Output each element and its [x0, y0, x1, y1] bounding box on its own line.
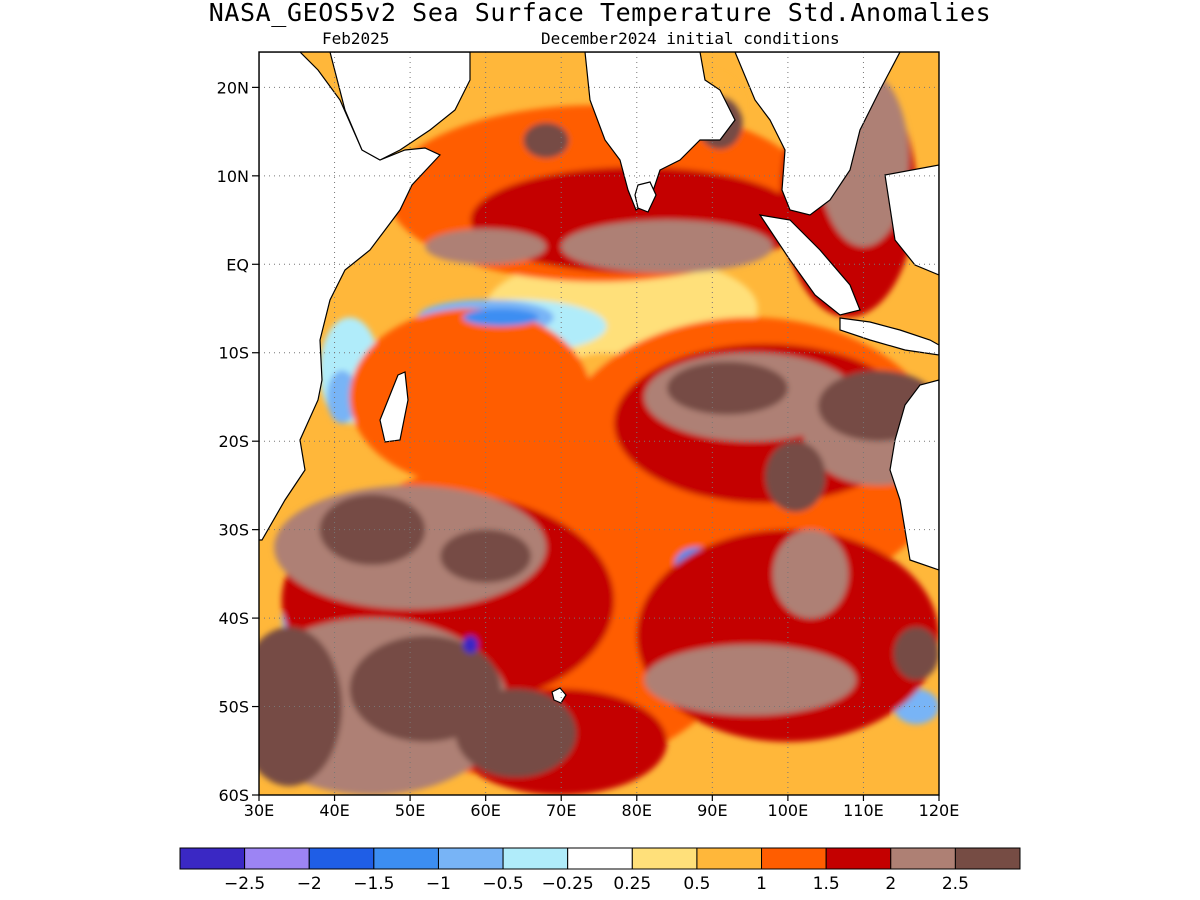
- colorbar-label: −2: [297, 874, 322, 894]
- colorbar-swatch: [631, 847, 698, 870]
- lat-tick-label: 50S: [218, 698, 249, 717]
- java-land: [839, 317, 939, 356]
- borneo-land: [884, 164, 939, 276]
- gridlines: [259, 52, 939, 795]
- anomaly-region: [455, 688, 577, 778]
- map-frame: [258, 51, 940, 796]
- colorbar-label: 0.5: [683, 874, 710, 894]
- latitude-axis: 20N 10N EQ 10S 20S 30S 40S 50S 60S: [217, 78, 259, 805]
- indochina-land: [734, 52, 901, 216]
- colorbar-label: −1.5: [353, 874, 394, 894]
- colorbar-label: 1.5: [813, 874, 840, 894]
- colorbar-swatch: [437, 847, 504, 870]
- landmass: [259, 52, 939, 704]
- lon-tick-label: 30E: [244, 801, 274, 820]
- colorbar-label: 2.5: [942, 874, 969, 894]
- australia-land: [889, 379, 939, 571]
- lat-tick-label: 20N: [217, 78, 249, 97]
- colorbar-label: 1: [756, 874, 767, 894]
- colorbar-label: −2.5: [224, 874, 265, 894]
- colorbar-label: −0.5: [482, 874, 523, 894]
- colorbar-swatch: [890, 847, 956, 870]
- lat-tick-label: 10S: [218, 344, 249, 363]
- anomaly-region: [425, 228, 547, 265]
- anomaly-region: [259, 626, 343, 787]
- anomaly-region: [765, 441, 826, 512]
- sri-lanka-land: [634, 181, 657, 213]
- sumatra-land: [758, 214, 861, 316]
- lon-tick-label: 110E: [843, 801, 884, 820]
- lon-tick-label: 70E: [546, 801, 576, 820]
- lat-tick-label: 40S: [218, 609, 249, 628]
- anomaly-region: [440, 529, 531, 583]
- anomaly-region: [463, 308, 539, 327]
- colorbar-swatch: [696, 847, 763, 870]
- lon-tick-label: 80E: [622, 801, 652, 820]
- arabia-land: [329, 52, 471, 161]
- colorbar-swatch: [244, 847, 310, 870]
- colorbar-swatch: [373, 847, 439, 870]
- colorbar-swatch: [761, 847, 827, 870]
- valid-month-label: Feb2025: [322, 29, 390, 48]
- anomaly-region: [561, 220, 773, 274]
- colorbar-label: 0.25: [613, 874, 651, 894]
- lon-tick-label: 40E: [319, 801, 349, 820]
- lat-tick-label: 10N: [217, 167, 249, 186]
- colorbar: −2.5 −2 −1.5 −1 −0.5 −0.25 0.25 0.5 1 1.5 2 2.5: [179, 847, 1021, 894]
- madagascar-land: [379, 371, 409, 443]
- anomaly-region: [319, 494, 426, 566]
- colorbar-label: 2: [885, 874, 896, 894]
- anomaly-region: [772, 529, 849, 619]
- lon-tick-label: 100E: [768, 801, 809, 820]
- anomaly-region: [523, 122, 569, 159]
- colorbar-swatch: [179, 847, 246, 870]
- colorbar-swatch: [502, 847, 569, 870]
- colorbar-label: −1: [426, 874, 451, 894]
- lat-tick-label: 20S: [218, 432, 249, 451]
- lat-tick-label: 30S: [218, 521, 249, 540]
- lon-tick-label: 60E: [470, 801, 500, 820]
- lat-tick-label: EQ: [226, 255, 249, 274]
- anomaly-region: [893, 626, 939, 681]
- colorbar-label: −0.25: [542, 874, 594, 894]
- colorbar-swatch: [308, 847, 375, 870]
- init-conditions-label: December2024 initial conditions: [541, 29, 840, 48]
- lon-tick-label: 50E: [395, 801, 425, 820]
- lat-tick-label: 60S: [218, 786, 249, 805]
- colorbar-swatch: [954, 847, 1021, 870]
- anomaly-region: [463, 635, 479, 654]
- longitude-axis: 30E 40E 50E 60E 70E 80E 90E 100E 110E 120E: [244, 795, 960, 820]
- colorbar-swatch: [825, 847, 892, 870]
- chart-title: NASA_GEOS5v2 Sea Surface Temperature Std…: [208, 0, 992, 27]
- colorbar-swatch: [567, 847, 633, 870]
- anomaly-region: [644, 644, 856, 716]
- map-body: [259, 52, 939, 795]
- lon-tick-label: 120E: [919, 801, 960, 820]
- anomaly-region: [327, 370, 358, 424]
- anomaly-region: [349, 308, 592, 486]
- kerguelen-land: [551, 687, 567, 704]
- lon-tick-label: 90E: [697, 801, 727, 820]
- india-land: [584, 52, 736, 211]
- anomaly-region: [667, 361, 788, 415]
